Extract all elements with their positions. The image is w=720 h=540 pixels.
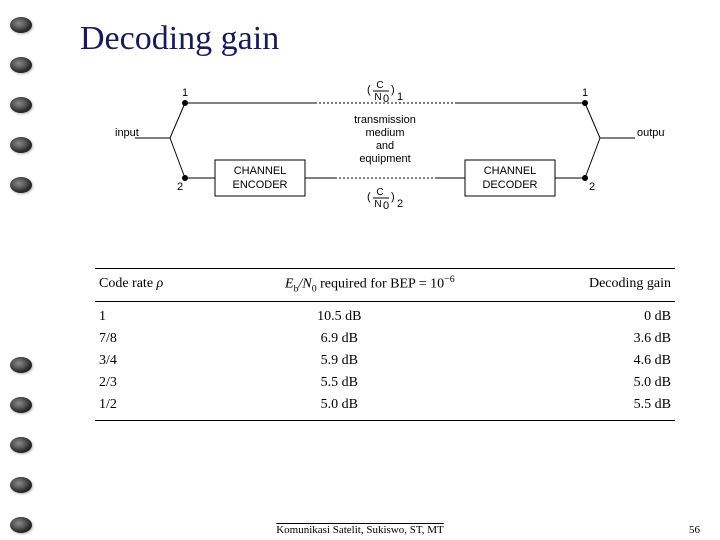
table-rule-top [95,268,675,269]
port1-right-label: 1 [582,87,588,99]
table-row: 2/35.5 dB5.0 dB [95,372,675,394]
decoding-gain-table: Code rate ρ Eb/N0 required for BEP = 10−… [95,268,675,421]
fraction-1: ( C N 0 ) 1 [367,80,403,105]
cell-ebn0: 5.9 dB [217,350,463,372]
port2-left-label: 2 [177,181,183,193]
medium-line3: and [376,140,394,152]
cell-rate: 1/2 [95,394,217,416]
slide-title: Decoding gain [80,20,690,58]
binder-hole [10,357,32,373]
col-header-gain: Decoding gain [521,271,675,297]
cell-rate: 1 [95,306,217,328]
binder-hole [10,397,32,413]
cell-ebn0: 10.5 dB [217,306,463,328]
col-header-ebn0: Eb/N0 required for BEP = 10−6 [218,271,521,297]
table-row: 3/45.9 dB4.6 dB [95,350,675,372]
cell-rate: 7/8 [95,328,217,350]
medium-line4: equipment [359,153,410,165]
cell-ebn0: 6.9 dB [217,328,463,350]
binder-holes [0,0,40,540]
table-header-row: Code rate ρ Eb/N0 required for BEP = 10−… [95,271,675,297]
input-label: input [115,127,139,139]
encoder-line1: CHANNEL [234,165,287,177]
svg-text:(: ( [367,84,371,96]
svg-text:(: ( [367,191,371,203]
medium-line1: transmission [354,114,416,126]
table-rule-mid [95,301,675,302]
cell-gain: 4.6 dB [462,350,675,372]
decoder-line1: CHANNEL [484,165,537,177]
binder-hole [10,97,32,113]
slide-page: Decoding gain 1 1 ( C N 0 ) 1 [50,0,720,540]
decoder-line2: DECODER [482,179,537,191]
cell-rate: 2/3 [95,372,217,394]
svg-text:): ) [391,191,395,203]
encoder-line2: ENCODER [232,179,287,191]
svg-text:1: 1 [397,91,403,103]
svg-text:N: N [374,92,381,103]
cell-gain: 5.5 dB [462,394,675,416]
svg-text:2: 2 [397,198,403,210]
binder-hole [10,517,32,533]
table-row: 7/86.9 dB3.6 dB [95,328,675,350]
medium-line2: medium [365,127,404,139]
table-row: 110.5 dB0 dB [95,306,675,328]
cell-gain: 0 dB [462,306,675,328]
binder-hole [10,137,32,153]
cell-gain: 3.6 dB [462,328,675,350]
col-header-rate: Code rate ρ [95,271,218,297]
table-row: 1/25.0 dB5.5 dB [95,394,675,416]
cell-ebn0: 5.5 dB [217,372,463,394]
cell-gain: 5.0 dB [462,372,675,394]
svg-text:C: C [376,80,383,91]
page-number: 56 [689,524,700,536]
cell-ebn0: 5.0 dB [217,394,463,416]
binder-hole [10,477,32,493]
cell-rate: 3/4 [95,350,217,372]
footer-text: Komunikasi Satelit, Sukiswo, ST, MT [276,524,444,536]
binder-hole [10,437,32,453]
output-label: output [637,127,665,139]
fraction-2: ( C N 0 ) 2 [367,187,403,212]
block-diagram: 1 1 ( C N 0 ) 1 input [105,78,665,248]
svg-text:0: 0 [383,200,389,212]
svg-text:0: 0 [383,93,389,105]
svg-text:N: N [374,199,381,210]
port2-right-label: 2 [589,181,595,193]
binder-hole [10,177,32,193]
svg-text:): ) [391,84,395,96]
binder-hole [10,57,32,73]
table-rule-bottom [95,420,675,421]
port1-left-label: 1 [182,87,188,99]
svg-text:C: C [376,187,383,198]
binder-hole [10,17,32,33]
